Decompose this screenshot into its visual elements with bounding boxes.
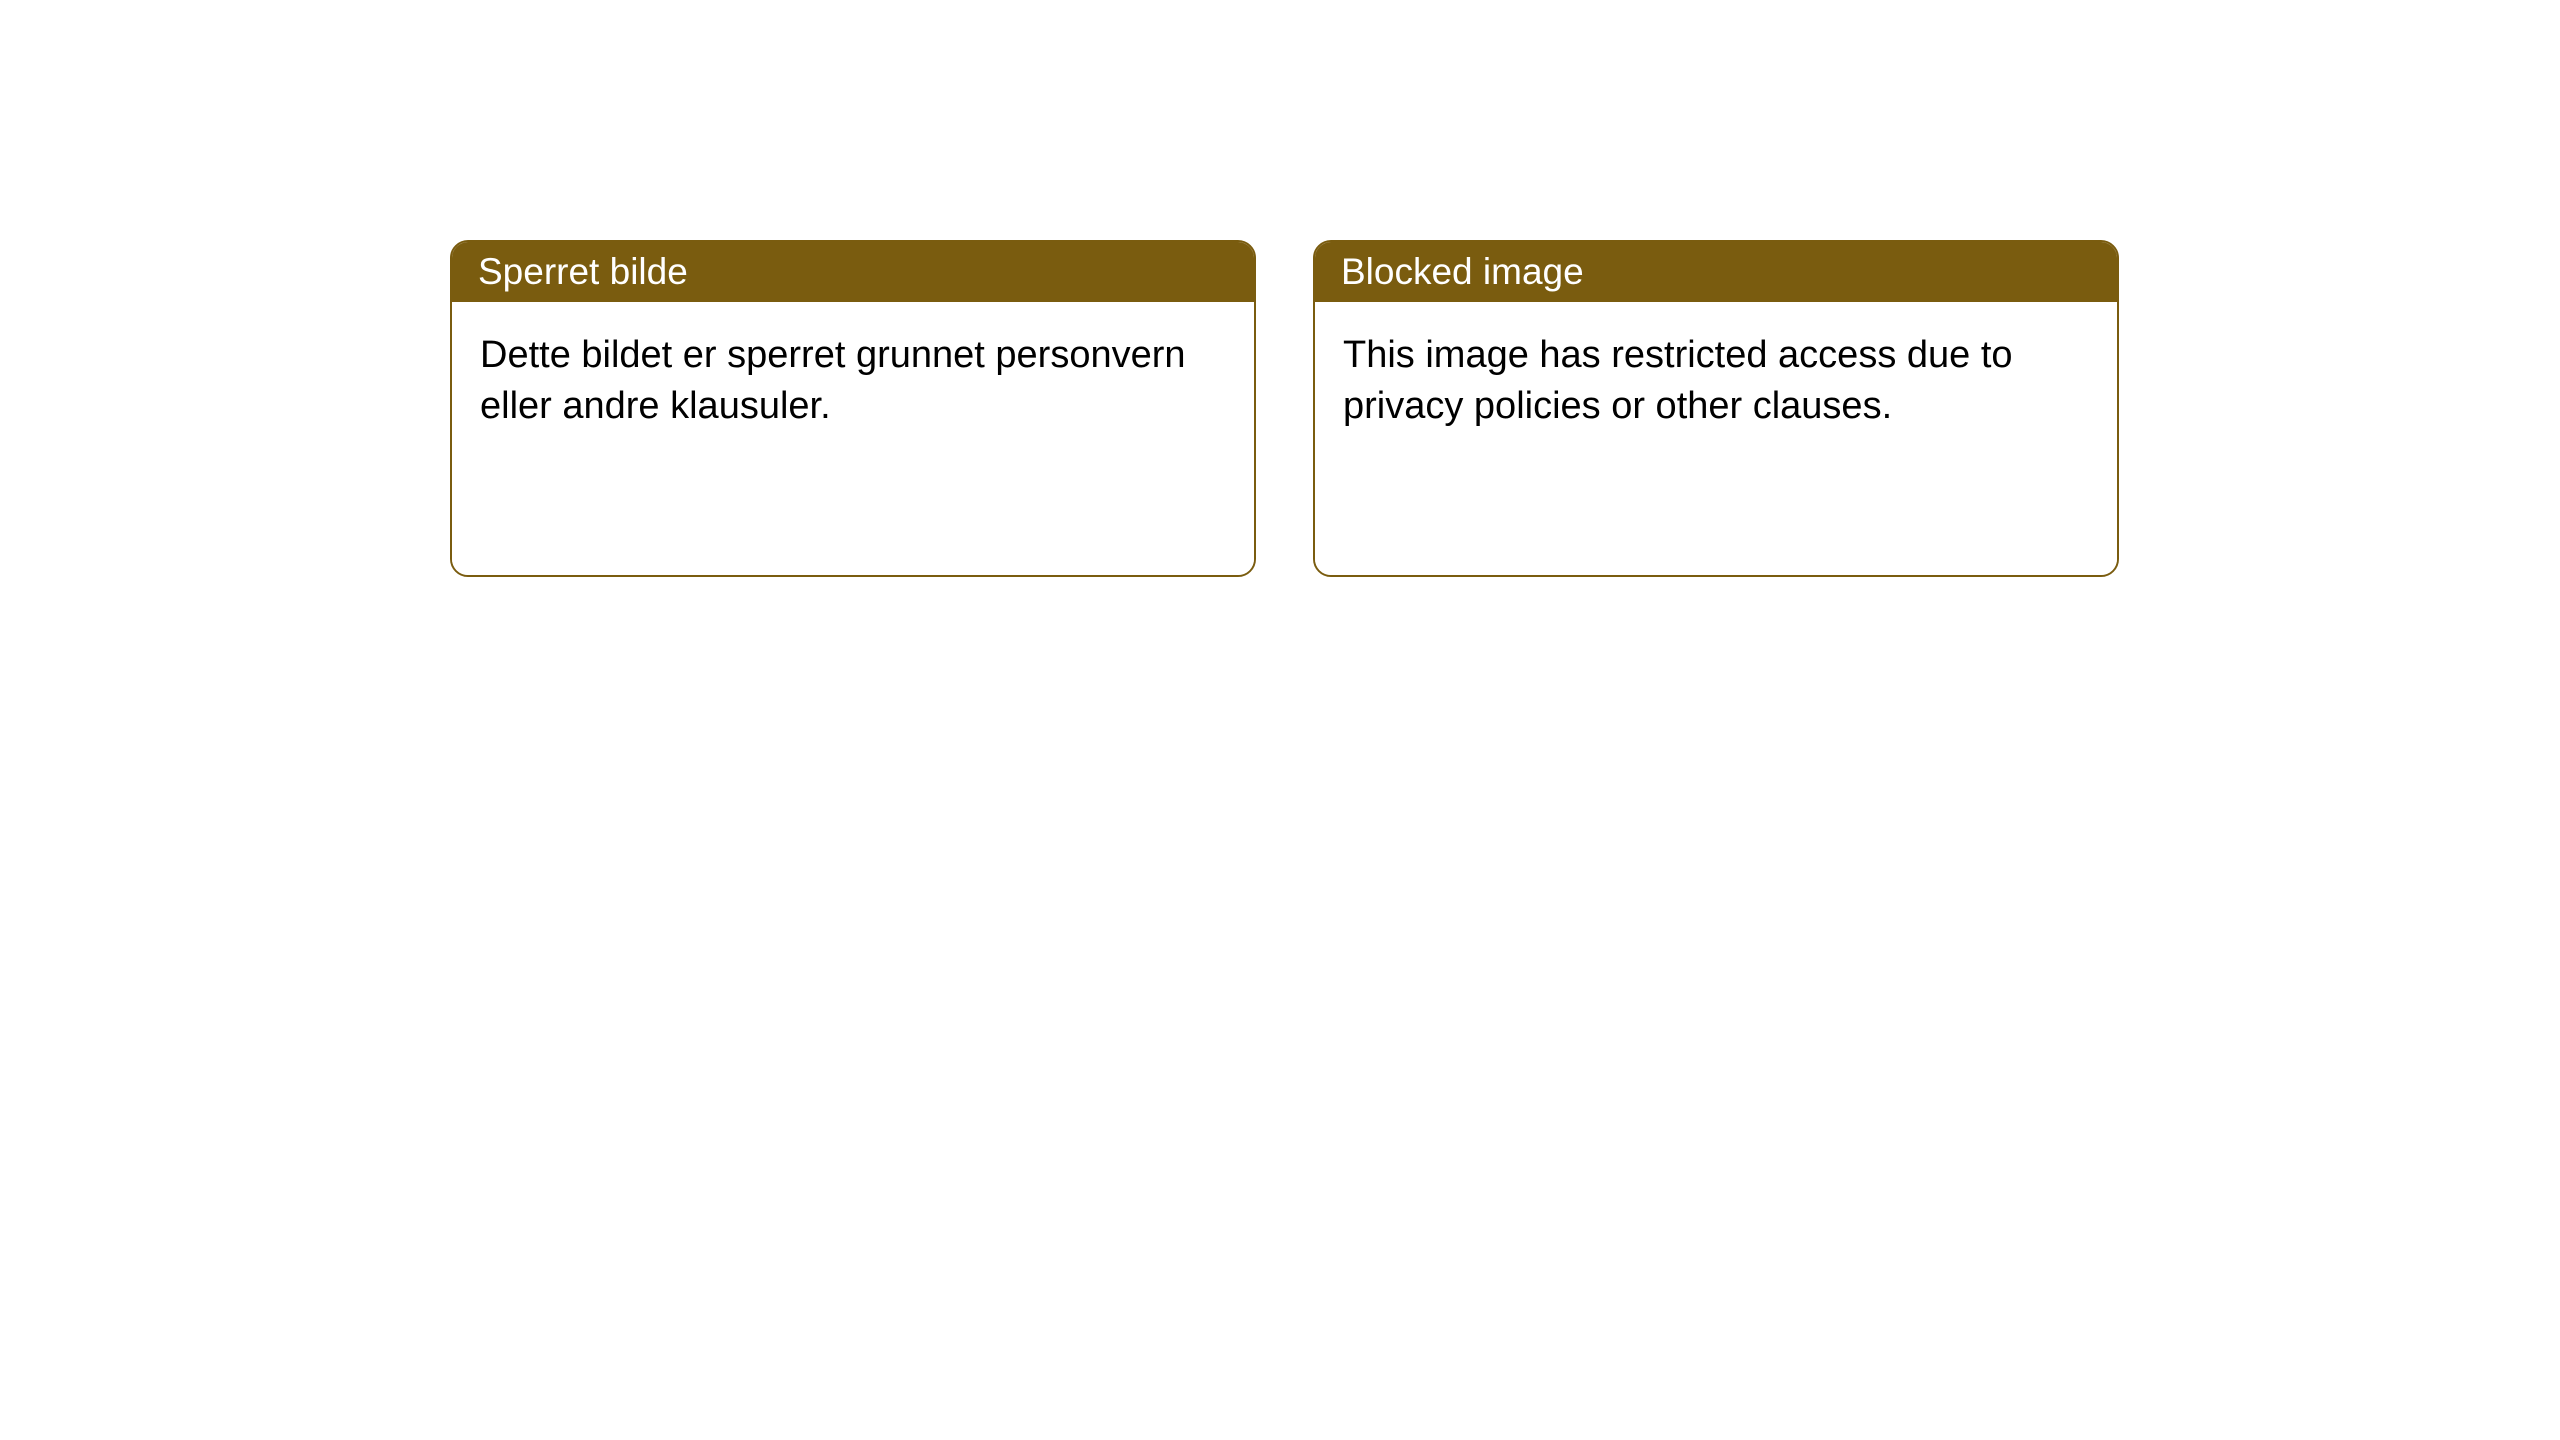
notice-card-english: Blocked image This image has restricted …	[1313, 240, 2119, 577]
card-header: Blocked image	[1315, 242, 2117, 302]
card-header-text: Sperret bilde	[478, 251, 688, 293]
card-body: Dette bildet er sperret grunnet personve…	[452, 302, 1254, 575]
card-header: Sperret bilde	[452, 242, 1254, 302]
notice-card-norwegian: Sperret bilde Dette bildet er sperret gr…	[450, 240, 1256, 577]
card-body-text: Dette bildet er sperret grunnet personve…	[480, 334, 1186, 427]
card-body: This image has restricted access due to …	[1315, 302, 2117, 575]
card-header-text: Blocked image	[1341, 251, 1584, 293]
card-body-text: This image has restricted access due to …	[1343, 334, 2013, 427]
notice-container: Sperret bilde Dette bildet er sperret gr…	[450, 240, 2119, 577]
